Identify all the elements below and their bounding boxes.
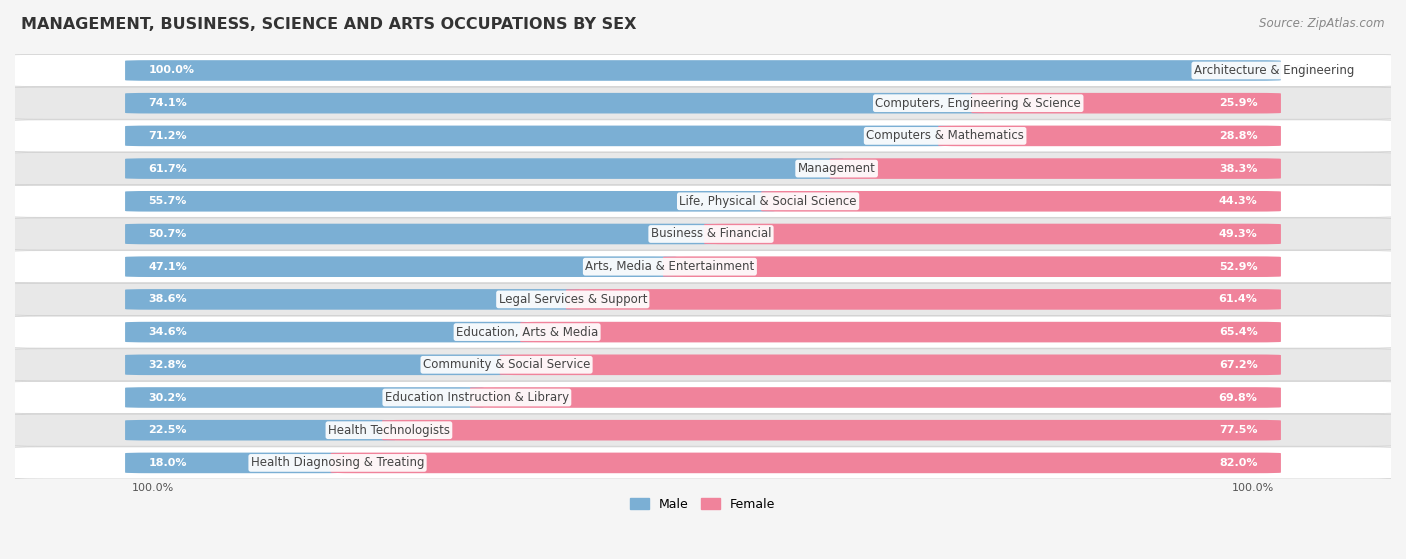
FancyBboxPatch shape — [704, 224, 1281, 244]
Text: 0.0%: 0.0% — [1285, 65, 1313, 75]
Text: 28.8%: 28.8% — [1219, 131, 1257, 141]
Text: Health Technologists: Health Technologists — [328, 424, 450, 437]
FancyBboxPatch shape — [499, 354, 1281, 375]
Text: 67.2%: 67.2% — [1219, 360, 1257, 370]
Text: 32.8%: 32.8% — [149, 360, 187, 370]
FancyBboxPatch shape — [125, 93, 986, 113]
FancyBboxPatch shape — [125, 354, 513, 375]
FancyBboxPatch shape — [8, 218, 1398, 250]
Text: 38.3%: 38.3% — [1219, 164, 1257, 174]
Text: 44.3%: 44.3% — [1219, 196, 1257, 206]
FancyBboxPatch shape — [125, 191, 775, 212]
Text: Business & Financial: Business & Financial — [651, 228, 772, 240]
FancyBboxPatch shape — [125, 126, 952, 146]
Text: 22.5%: 22.5% — [149, 425, 187, 435]
FancyBboxPatch shape — [125, 224, 718, 244]
Text: Source: ZipAtlas.com: Source: ZipAtlas.com — [1260, 17, 1385, 30]
Text: Community & Social Service: Community & Social Service — [423, 358, 591, 371]
Text: 61.4%: 61.4% — [1219, 295, 1257, 305]
FancyBboxPatch shape — [125, 289, 579, 310]
Text: Life, Physical & Social Science: Life, Physical & Social Science — [679, 195, 856, 208]
FancyBboxPatch shape — [125, 322, 534, 343]
Text: 69.8%: 69.8% — [1219, 392, 1257, 402]
FancyBboxPatch shape — [8, 414, 1398, 446]
Text: Computers & Mathematics: Computers & Mathematics — [866, 129, 1024, 143]
FancyBboxPatch shape — [520, 322, 1281, 343]
FancyBboxPatch shape — [125, 158, 844, 179]
FancyBboxPatch shape — [8, 120, 1398, 152]
FancyBboxPatch shape — [830, 158, 1281, 179]
FancyBboxPatch shape — [8, 153, 1398, 184]
Text: 61.7%: 61.7% — [149, 164, 187, 174]
Text: Management: Management — [797, 162, 876, 175]
Text: Legal Services & Support: Legal Services & Support — [499, 293, 647, 306]
Legend: Male, Female: Male, Female — [626, 492, 780, 515]
Text: Education Instruction & Library: Education Instruction & Library — [385, 391, 569, 404]
Text: 30.2%: 30.2% — [149, 392, 187, 402]
FancyBboxPatch shape — [330, 453, 1281, 473]
FancyBboxPatch shape — [8, 316, 1398, 348]
FancyBboxPatch shape — [567, 289, 1281, 310]
Text: Architecture & Engineering: Architecture & Engineering — [1194, 64, 1354, 77]
Text: 25.9%: 25.9% — [1219, 98, 1257, 108]
FancyBboxPatch shape — [125, 387, 484, 408]
FancyBboxPatch shape — [8, 87, 1398, 119]
FancyBboxPatch shape — [125, 60, 1281, 81]
Text: 82.0%: 82.0% — [1219, 458, 1257, 468]
Text: 71.2%: 71.2% — [149, 131, 187, 141]
Text: 100.0%: 100.0% — [1232, 483, 1274, 493]
FancyBboxPatch shape — [664, 257, 1281, 277]
FancyBboxPatch shape — [8, 381, 1398, 414]
Text: 52.9%: 52.9% — [1219, 262, 1257, 272]
FancyBboxPatch shape — [382, 420, 1281, 440]
Text: 18.0%: 18.0% — [149, 458, 187, 468]
Text: Education, Arts & Media: Education, Arts & Media — [456, 325, 598, 339]
Text: 74.1%: 74.1% — [149, 98, 187, 108]
Text: Arts, Media & Entertainment: Arts, Media & Entertainment — [585, 260, 755, 273]
Text: MANAGEMENT, BUSINESS, SCIENCE AND ARTS OCCUPATIONS BY SEX: MANAGEMENT, BUSINESS, SCIENCE AND ARTS O… — [21, 17, 637, 32]
FancyBboxPatch shape — [8, 283, 1398, 315]
Text: 55.7%: 55.7% — [149, 196, 187, 206]
Text: 77.5%: 77.5% — [1219, 425, 1257, 435]
FancyBboxPatch shape — [8, 54, 1398, 87]
Text: 34.6%: 34.6% — [149, 327, 187, 337]
FancyBboxPatch shape — [125, 453, 344, 473]
Text: 65.4%: 65.4% — [1219, 327, 1257, 337]
FancyBboxPatch shape — [470, 387, 1281, 408]
FancyBboxPatch shape — [8, 185, 1398, 217]
FancyBboxPatch shape — [8, 250, 1398, 283]
FancyBboxPatch shape — [761, 191, 1281, 212]
Text: 100.0%: 100.0% — [149, 65, 194, 75]
Text: Computers, Engineering & Science: Computers, Engineering & Science — [876, 97, 1081, 110]
Text: Health Diagnosing & Treating: Health Diagnosing & Treating — [250, 456, 425, 470]
FancyBboxPatch shape — [125, 257, 676, 277]
Text: 38.6%: 38.6% — [149, 295, 187, 305]
Text: 49.3%: 49.3% — [1219, 229, 1257, 239]
Text: 47.1%: 47.1% — [149, 262, 187, 272]
FancyBboxPatch shape — [972, 93, 1281, 113]
FancyBboxPatch shape — [938, 126, 1281, 146]
FancyBboxPatch shape — [8, 447, 1398, 479]
FancyBboxPatch shape — [125, 420, 396, 440]
Text: 50.7%: 50.7% — [149, 229, 187, 239]
Text: 100.0%: 100.0% — [132, 483, 174, 493]
FancyBboxPatch shape — [8, 349, 1398, 381]
